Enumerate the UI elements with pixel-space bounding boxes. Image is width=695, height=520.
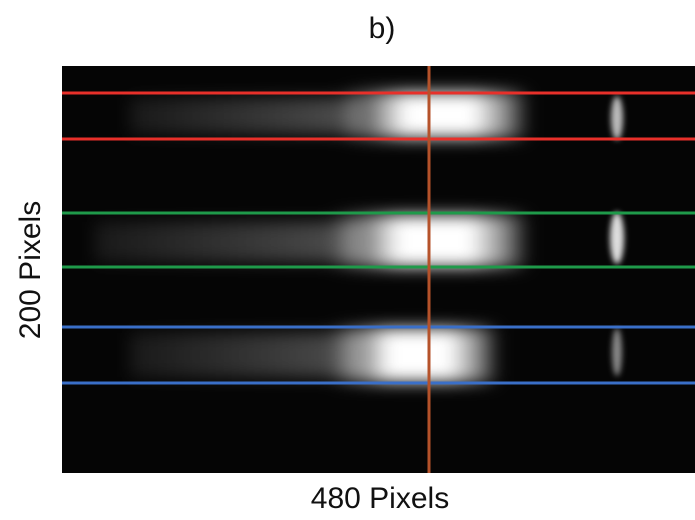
panel-label: b) bbox=[369, 12, 396, 45]
x-axis-label: 480 Pixels bbox=[311, 482, 449, 515]
figure: b) 200 Pixels 480 Pixels bbox=[0, 0, 695, 520]
y-axis-label: 200 Pixels bbox=[14, 201, 47, 339]
page: b) 200 Pixels 480 Pixels (() => { const … bbox=[0, 0, 695, 520]
camera-image bbox=[62, 66, 695, 473]
